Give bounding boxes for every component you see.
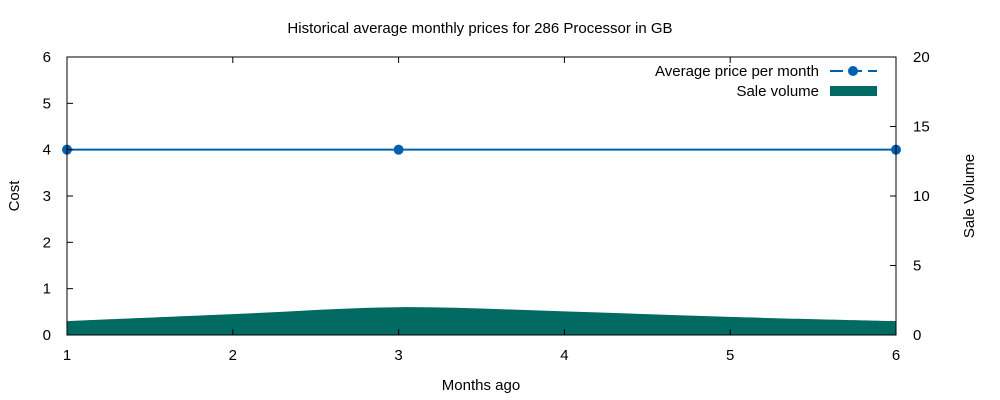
y-tick-label: 4 [43,142,51,159]
sale-volume-area [67,307,896,335]
y2-tick-label: 0 [913,327,921,344]
x-tick-label: 4 [560,347,568,364]
y2-tick-label: 20 [913,49,930,66]
y-tick-label: 3 [43,188,51,205]
legend-swatch-price-marker [848,66,858,76]
y2-tick-label: 15 [913,119,930,136]
x-tick-label: 2 [229,347,237,364]
legend: Average price per month Sale volume [655,63,877,100]
y-axis-label: Cost [6,180,23,212]
legend-swatch-volume [830,86,877,96]
y2-tick-label: 10 [913,188,930,205]
sale-volume-area-layer [67,307,896,335]
x-axis-label: Months ago [442,377,520,394]
y2-axis: 0 5 10 15 20 [890,49,930,344]
price-line-layer [62,144,901,155]
price-point [393,144,404,155]
x-tick-label: 3 [394,347,402,364]
y-tick-label: 1 [43,281,51,298]
y-axis: 0 1 2 3 4 5 6 [43,49,73,344]
y-tick-label: 6 [43,49,51,66]
y2-tick-label: 5 [913,258,921,275]
chart-title: Historical average monthly prices for 28… [287,20,672,37]
x-tick-label: 6 [892,347,900,364]
x-tick-label: 1 [63,347,71,364]
legend-label-price: Average price per month [655,63,819,80]
y-tick-label: 0 [43,327,51,344]
legend-label-volume: Sale volume [736,83,819,100]
y-tick-label: 5 [43,95,51,112]
y-tick-label: 2 [43,234,51,251]
y2-axis-label: Sale Volume [961,154,978,238]
x-tick-label: 5 [726,347,734,364]
x-axis: 1 2 3 4 5 6 [63,57,900,364]
